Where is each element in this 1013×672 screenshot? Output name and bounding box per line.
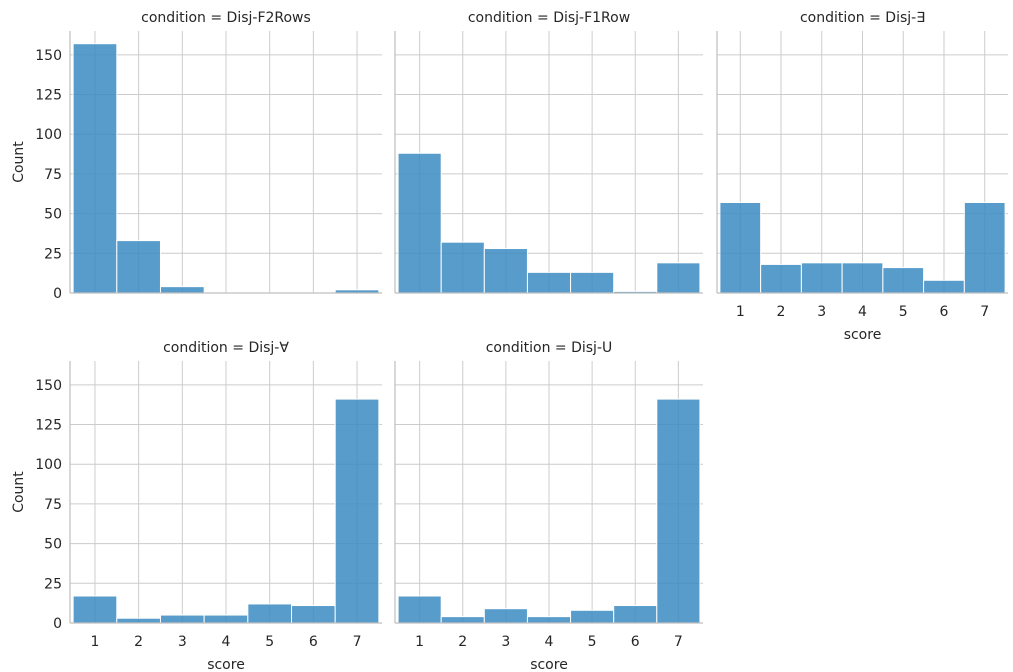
bar-1 <box>72 43 118 294</box>
facet-panel-3: condition = Disj-∃ 1 2 3 4 5 6 7 score <box>716 10 1008 343</box>
facet-panel-4: condition = Disj-∀0255075100125150Count1… <box>11 340 382 672</box>
x-tick-label: 5 <box>588 634 597 650</box>
bar-1 <box>719 201 762 294</box>
y-tick-label: 25 <box>44 246 62 262</box>
bar-2 <box>440 241 485 294</box>
bar-7 <box>656 398 701 624</box>
panel-title: condition = Disj-∀ <box>163 340 289 356</box>
bar-2 <box>760 263 802 294</box>
bar-2 <box>116 240 161 294</box>
bar-2 <box>440 616 485 624</box>
facet-panel-2: condition = Disj-F1Row <box>394 10 703 294</box>
y-tick-label: 150 <box>35 378 62 394</box>
bar-3 <box>800 262 843 294</box>
bar-3 <box>159 614 205 624</box>
facet-panel-5: condition = Disj-U 1 2 3 4 5 6 7 score <box>394 340 703 672</box>
panel-title: condition = Disj-∃ <box>800 10 925 26</box>
bar-5 <box>570 609 615 624</box>
x-axis-label: score <box>207 657 245 672</box>
bar-4 <box>526 271 572 294</box>
panel-title: condition = Disj-F1Row <box>468 10 630 26</box>
y-tick-label: 50 <box>44 207 62 223</box>
y-tick-label: 125 <box>35 418 62 434</box>
x-tick-label: 1 <box>736 304 745 320</box>
bar-1 <box>72 595 118 624</box>
x-tick-label: 7 <box>353 634 362 650</box>
x-tick-label: 6 <box>631 634 640 650</box>
x-tick-label: 1 <box>90 634 99 650</box>
x-tick-label: 5 <box>899 304 908 320</box>
x-tick-label: 1 <box>415 634 424 650</box>
x-axis-label: score <box>844 327 882 343</box>
x-tick-label: 6 <box>940 304 949 320</box>
x-tick-label: 3 <box>501 634 510 650</box>
bar-4 <box>203 614 249 624</box>
y-tick-label: 50 <box>44 537 62 553</box>
x-tick-label: 4 <box>545 634 554 650</box>
bar-1 <box>397 152 442 294</box>
facet-panel-1: condition = Disj-F2Rows 0 25 50 75 100 125 150 C… <box>11 10 382 302</box>
bar-7 <box>963 201 1006 294</box>
y-tick-label: 0 <box>53 286 62 302</box>
x-tick-label: 7 <box>674 634 683 650</box>
bar-7 <box>656 262 701 294</box>
x-tick-label: 6 <box>309 634 318 650</box>
x-tick-label: 2 <box>458 634 467 650</box>
bar-3 <box>159 286 205 294</box>
y-tick-label: 100 <box>35 457 62 473</box>
bar-4 <box>526 616 572 624</box>
x-tick-label: 5 <box>265 634 274 650</box>
x-tick-label: 2 <box>134 634 143 650</box>
bar-6 <box>613 605 658 624</box>
x-axis-label: score <box>530 657 568 672</box>
x-tick-label: 7 <box>980 304 989 320</box>
x-tick-label: 2 <box>777 304 786 320</box>
y-tick-label: 75 <box>44 497 62 513</box>
bar-3 <box>483 608 528 624</box>
y-tick-label: 100 <box>35 127 62 143</box>
bar-6 <box>923 279 965 294</box>
bar-1 <box>397 595 442 624</box>
panel-title: condition = Disj-F2Rows <box>141 10 311 26</box>
x-tick-label: 3 <box>178 634 187 650</box>
y-tick-label: 0 <box>53 616 62 632</box>
x-tick-label: 3 <box>817 304 826 320</box>
y-tick-label: 75 <box>44 167 62 183</box>
bar-2 <box>116 617 161 624</box>
bar-4 <box>841 262 884 294</box>
bar-5 <box>882 267 925 294</box>
y-tick-label: 25 <box>44 576 62 592</box>
y-tick-label: 125 <box>35 88 62 104</box>
x-tick-label: 4 <box>222 634 231 650</box>
bar-5 <box>570 271 615 294</box>
y-tick-label: 150 <box>35 48 62 64</box>
y-axis-label: Count <box>11 141 27 183</box>
bar-3 <box>483 248 528 294</box>
bar-5 <box>247 603 293 624</box>
x-tick-label: 4 <box>858 304 867 320</box>
bar-7 <box>334 398 380 624</box>
panel-title: condition = Disj-U <box>486 340 613 356</box>
y-axis-label: Count <box>11 471 27 513</box>
bar-6 <box>291 605 336 624</box>
